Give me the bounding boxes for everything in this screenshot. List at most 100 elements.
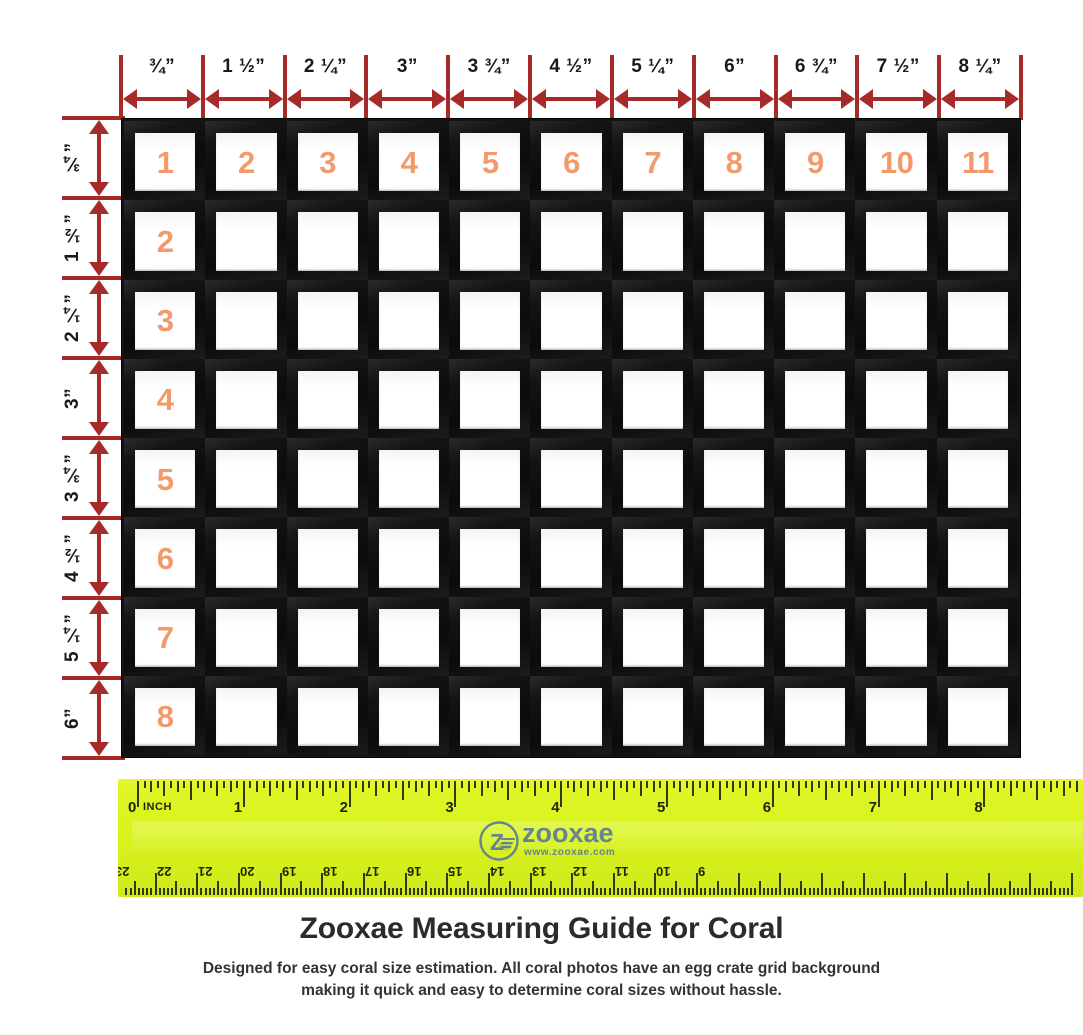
horizontal-scale-arrow [205, 88, 283, 110]
ruler-cm-tick [688, 888, 690, 895]
grid-cell-inner [460, 688, 520, 746]
grid-cell-inner [948, 529, 1008, 587]
ruler-cm-tick [1000, 888, 1002, 895]
ruler-cm-tick [954, 888, 956, 895]
grid-cell-inner [460, 292, 520, 350]
ruler-inch-tick [316, 781, 318, 788]
grid-cell [205, 438, 286, 517]
vertical-scale-label: 3 ¾” [58, 438, 88, 518]
grid-cell-inner: 4 [379, 133, 439, 191]
ruler-cm-tick [888, 888, 890, 895]
ruler-inch-tick [388, 781, 390, 792]
ruler-cm-tick [604, 888, 606, 895]
ruler-inch-tick [937, 781, 939, 788]
grid-cell-inner: 6 [541, 133, 601, 191]
ruler-inch-tick [871, 781, 873, 788]
ruler-cm-tick [505, 888, 507, 895]
ruler-cm-tick [205, 888, 207, 895]
ruler-cm-tick [305, 888, 307, 895]
ruler-inch-tick [1043, 781, 1045, 788]
grid-cell-inner [541, 529, 601, 587]
ruler-cm-tick [455, 888, 457, 895]
ruler-cm-tick [646, 888, 648, 895]
ruler-cm-tick [929, 888, 931, 895]
ruler-cm-tick [255, 888, 257, 895]
ruler-cm-tick [838, 888, 840, 895]
horizontal-scale-label: 2 ¼” [285, 56, 367, 78]
grid-cell-inner [948, 609, 1008, 667]
horizontal-scale-label: 5 ¼” [612, 56, 694, 78]
grid-cell [937, 517, 1018, 596]
ruler-inch-tick [395, 781, 397, 788]
ruler-cm-tick [842, 881, 844, 895]
ruler-cm-tick [1004, 888, 1006, 895]
horizontal-scale-arrow [450, 88, 528, 110]
grid-cell-inner [298, 371, 358, 429]
grid-cell-inner: 6 [135, 529, 195, 587]
ruler-inch-tick [811, 781, 813, 792]
horizontal-scale-label: 1 ½” [203, 56, 285, 78]
ruler-cm-tick [609, 888, 611, 895]
ruler-cm-label: 22 [157, 864, 171, 879]
ruler-cm-tick [534, 888, 536, 895]
ruler-cm-tick [592, 881, 594, 895]
ruler-cm-tick [225, 888, 227, 895]
ruler-cm-tick [642, 888, 644, 895]
grid-cell-inner [704, 292, 764, 350]
grid-cell-inner [623, 292, 683, 350]
ruler-cm-tick [1071, 873, 1073, 895]
ruler-cm-tick [467, 881, 469, 895]
grid-cell-inner: 7 [135, 609, 195, 667]
ruler-inch-tick [223, 781, 225, 788]
grid-column-number: 5 [482, 147, 499, 178]
ruler-inch-tick [415, 781, 417, 792]
grid-cell [449, 676, 530, 755]
ruler-inch-tick [931, 781, 933, 800]
ruler-cm-tick [704, 888, 706, 895]
ruler-cm-tick [188, 888, 190, 895]
grid-cell: 11 [937, 121, 1018, 200]
horizontal-inch-scale: ¾”1 ½”2 ¼”3”3 ¾”4 ½”5 ¼”6”6 ¾”7 ½”8 ¼” [0, 0, 1083, 120]
grid-column-number: 7 [644, 147, 661, 178]
vertical-inch-scale: ¾”1 ½”2 ¼”3”3 ¾”4 ½”5 ¼”6” [0, 0, 125, 1035]
grid-cell-inner: 1 [135, 133, 195, 191]
ruler-cm-tick [325, 888, 327, 895]
ruler-cm-tick [850, 888, 852, 895]
grid-row-number: 6 [157, 543, 174, 574]
grid-cell-inner [460, 450, 520, 508]
grid-cell [287, 676, 368, 755]
ruler-inch-tick [163, 781, 165, 796]
grid-cell [205, 359, 286, 438]
ruler-inch-tick [368, 781, 370, 788]
ruler-cm-tick [892, 888, 894, 895]
ruler-inch-tick [778, 781, 780, 788]
ruler-cm-tick [242, 888, 244, 895]
grid-cell [205, 280, 286, 359]
grid-cell-inner [298, 609, 358, 667]
ruler-cm-tick [988, 873, 990, 895]
ruler-cm-tick [809, 888, 811, 895]
grid-column-number: 6 [563, 147, 580, 178]
grid-cell [937, 676, 1018, 755]
measuring-guide-page: ¾”1 ½”2 ¼”3”3 ¾”4 ½”5 ¼”6”6 ¾”7 ½”8 ¼” ¾… [0, 0, 1083, 1035]
ruler-cm-tick [142, 888, 144, 895]
ruler-inch-tick [666, 781, 668, 807]
grid-cell [205, 597, 286, 676]
grid-row-number: 3 [157, 305, 174, 336]
ruler-cm-tick [296, 888, 298, 895]
grid-row-number: 7 [157, 622, 174, 653]
grid-cell [368, 200, 449, 279]
ruler-cm-tick [1034, 888, 1036, 895]
ruler-cm-tick [450, 888, 452, 895]
grid-cell-inner [298, 292, 358, 350]
ruler-inch-tick [355, 781, 357, 788]
ruler-cm-tick [180, 888, 182, 895]
grid-cell-inner [948, 292, 1008, 350]
svg-text:Z: Z [490, 829, 504, 855]
ruler-inch-tick [752, 781, 754, 788]
grid-cell [855, 359, 936, 438]
grid-cell [855, 517, 936, 596]
ruler-inch-tick [1056, 781, 1058, 788]
ruler-cm-tick [588, 888, 590, 895]
ruler-cm-tick [871, 888, 873, 895]
